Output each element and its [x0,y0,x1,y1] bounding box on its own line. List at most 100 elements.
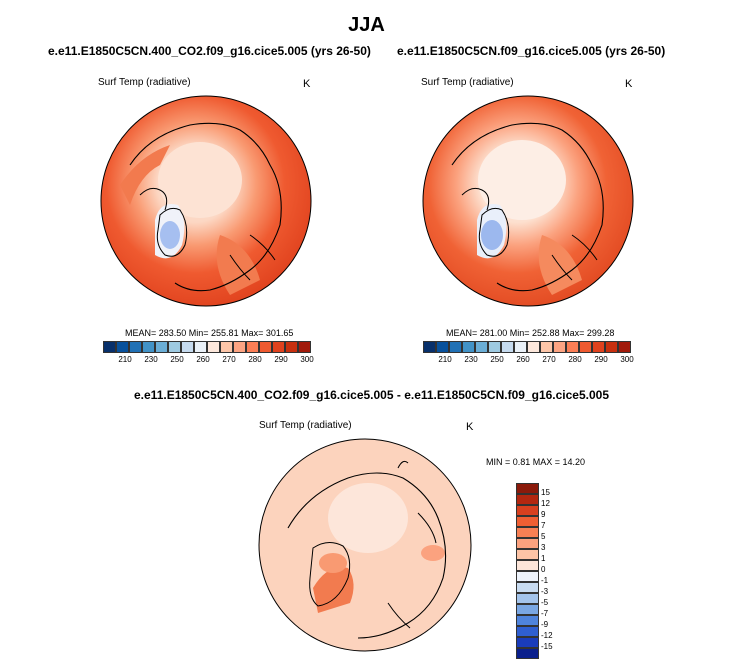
panel-2-colorbar-swatch [579,341,592,353]
panel-1-colorbar-swatch [246,341,259,353]
diff-colorbar-swatch [516,604,539,615]
panel-1-colorbar-tick-label: 210 [118,355,132,364]
diff-title: e.e11.E1850C5CN.400_CO2.f09_g16.cice5.00… [134,388,610,402]
panel-2-colorbar-tick-label: 260 [516,355,530,364]
panel-1-colorbar-tick-label: 300 [300,355,314,364]
panel-2-greenland-cold [481,220,503,250]
panel-2-arctic-ocean [478,140,566,220]
diff-colorbar-swatch [516,615,539,626]
panel-1-colorbar-swatch [168,341,181,353]
diff-map [258,438,472,652]
panel-2-colorbar-tick-label: 300 [620,355,634,364]
panel-1-case-title: e.e11.E1850C5CN.400_CO2.f09_g16.cice5.00… [48,44,371,58]
diff-colorbar-swatch [516,516,539,527]
panel-2-colorbar-tick-label: 230 [464,355,478,364]
diff-stats: MIN = 0.81 MAX = 14.20 [486,457,586,467]
panel-2-colorbar-swatch [423,341,436,353]
panel-1-colorbar-tick-label: 260 [196,355,210,364]
diff-colorbar-swatch [516,571,539,582]
panel-1-colorbar-swatch [298,341,311,353]
diff-colorbar [516,483,539,659]
diff-colorbar-tick-label: 3 [541,543,546,552]
diff-colorbar-tick-label: -1 [541,576,549,585]
panel-2-colorbar-tick-label: 210 [438,355,452,364]
panel-1-greenland-cold [160,221,180,249]
panel-1-map [100,95,312,307]
panel-2-colorbar-swatch [462,341,475,353]
diff-colorbar-swatch [516,560,539,571]
panel-1-colorbar-swatch [207,341,220,353]
panel-2-colorbar: 210 230 250 260 270 280 290 300 [423,341,634,365]
diff-colorbar-swatch [516,626,539,637]
panel-2-colorbar-swatch [475,341,488,353]
diff-unit-label: K [466,421,474,433]
panel-1-colorbar-tick-label: 250 [170,355,184,364]
panel-2-colorbar-tick-label: 280 [568,355,582,364]
diff-colorbar-tick-label: 0 [541,565,546,574]
panel-2-colorbar-swatch [553,341,566,353]
panel-2-colorbar-swatch [449,341,462,353]
diff-colorbar-tick-label: 7 [541,521,546,530]
diff-colorbar-tick-label: 5 [541,532,546,541]
diff-colorbar-tick-label: -3 [541,587,549,596]
panel-2-colorbar-swatch [540,341,553,353]
panel-2-colorbar-swatch [605,341,618,353]
panel-1-colorbar-swatch [129,341,142,353]
diff-arctic-ocean [328,483,408,553]
panel-1-variable-label: Surf Temp (radiative) [98,77,191,88]
diff-colorbar-tick-label: -12 [541,631,553,640]
panel-1-colorbar-swatch [272,341,285,353]
panel-2-stats: MEAN= 281.00 Min= 252.88 Max= 299.28 [446,328,615,338]
panel-1-colorbar-swatch [142,341,155,353]
panel-1-colorbar-swatch [259,341,272,353]
panel-2-colorbar-swatch [436,341,449,353]
panel-2-variable-label: Surf Temp (radiative) [421,77,514,88]
panel-2-colorbar-swatch [488,341,501,353]
diff-colorbar-tick-label: -9 [541,620,549,629]
panel-1-colorbar-swatch [194,341,207,353]
diff-colorbar-tick-label: 9 [541,510,546,519]
panel-1-unit-label: K [303,78,311,90]
panel-1-arctic-ocean [158,142,242,218]
diff-variable-label: Surf Temp (radiative) [259,420,352,431]
panel-1-colorbar-swatch [155,341,168,353]
panel-2-unit-label: K [625,78,633,90]
panel-1-colorbar-swatch [116,341,129,353]
panel-2-colorbar-tick-label: 250 [490,355,504,364]
panel-1-stats: MEAN= 283.50 Min= 255.81 Max= 301.65 [125,328,294,338]
diff-colorbar-swatch [516,483,539,494]
panel-1-colorbar-swatch [181,341,194,353]
panel-2-colorbar-swatch [592,341,605,353]
diff-colorbar-tick-label: 1 [541,554,546,563]
panel-1-colorbar: 210 230 250 260 270 280 290 300 [103,341,314,365]
panel-2-colorbar-tick-label: 290 [594,355,608,364]
panel-2-colorbar-swatch [618,341,631,353]
diff-colorbar-swatch [516,582,539,593]
panel-1-colorbar-tick-label: 230 [144,355,158,364]
diff-colorbar-tick-label: -7 [541,609,549,618]
diff-colorbar-tick-label: -15 [541,642,553,651]
diff-colorbar-swatch [516,549,539,560]
panel-2-case-title: e.e11.E1850C5CN.f09_g16.cice5.005 (yrs 2… [397,44,666,58]
diff-colorbar-tick-label: -5 [541,598,549,607]
diff-colorbar-tick-label: 15 [541,488,550,497]
panel-1-colorbar-tick-label: 280 [248,355,262,364]
panel-1-colorbar-swatch [220,341,233,353]
panel-1-colorbar-tick-label: 270 [222,355,236,364]
diff-colorbar-swatch [516,505,539,516]
diff-greenland-warm [313,567,354,613]
panel-1-colorbar-tick-label: 290 [274,355,288,364]
panel-2-colorbar-swatch [566,341,579,353]
panel-2-colorbar-swatch [501,341,514,353]
diff-colorbar-swatch [516,593,539,604]
panel-2-colorbar-swatch [527,341,540,353]
panel-1-colorbar-swatch [103,341,116,353]
diff-colorbar-swatch [516,538,539,549]
diff-colorbar-tick-label: 12 [541,499,550,508]
diff-colorbar-swatch [516,527,539,538]
main-title: JJA [348,14,385,36]
diff-colorbar-swatch [516,494,539,505]
panel-2-colorbar-swatch [514,341,527,353]
panel-2-map [422,95,634,307]
panel-1-colorbar-swatch [285,341,298,353]
